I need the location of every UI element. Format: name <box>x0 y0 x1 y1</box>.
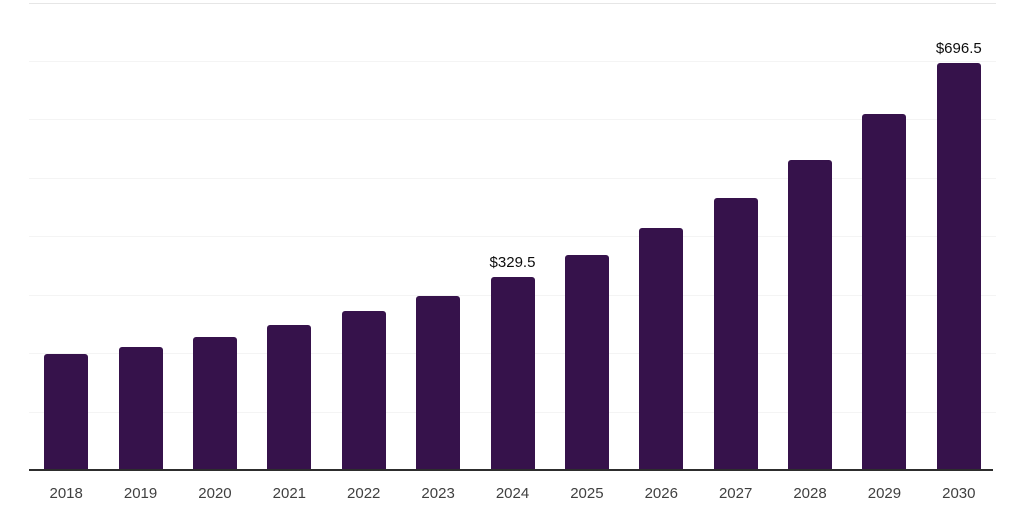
bar-2020 <box>192 337 237 470</box>
gridline <box>29 236 996 238</box>
value-label-2030: $696.5 <box>935 39 982 57</box>
gridline <box>29 119 996 121</box>
bar-2024 <box>490 277 535 470</box>
gridline <box>29 177 996 179</box>
value-label-2024: $329.5 <box>489 254 536 272</box>
bar-2018 <box>44 354 89 470</box>
x-axis-label-2028: 2028 <box>793 485 827 502</box>
x-axis-label-2027: 2027 <box>718 485 753 502</box>
bar-2025 <box>564 255 609 470</box>
x-axis-label-2026: 2026 <box>644 485 678 502</box>
gridline <box>29 60 996 62</box>
x-axis-label-2019: 2019 <box>123 485 158 502</box>
bar-2028 <box>788 159 833 470</box>
x-axis-label-2021: 2021 <box>272 485 307 502</box>
x-axis-label-2023: 2023 <box>421 485 455 502</box>
bar-2023 <box>416 296 461 470</box>
x-axis-label-2024: 2024 <box>495 485 530 502</box>
bar-2027 <box>713 197 758 470</box>
gridline-top <box>29 2 996 4</box>
x-axis-label-2018: 2018 <box>49 485 83 502</box>
x-axis-line <box>29 469 993 471</box>
bar-2019 <box>118 346 163 470</box>
x-axis-label-2020: 2020 <box>198 485 232 502</box>
bar-2029 <box>862 114 907 470</box>
bar-2030 <box>936 62 981 470</box>
x-axis-label-2029: 2029 <box>867 485 902 502</box>
x-axis-label-2025: 2025 <box>570 485 604 502</box>
x-axis-label-2022: 2022 <box>347 485 381 502</box>
bar-2022 <box>341 311 386 470</box>
x-axis-label-2030: 2030 <box>942 485 976 502</box>
bar-2021 <box>267 325 312 470</box>
bar-2026 <box>639 228 684 470</box>
